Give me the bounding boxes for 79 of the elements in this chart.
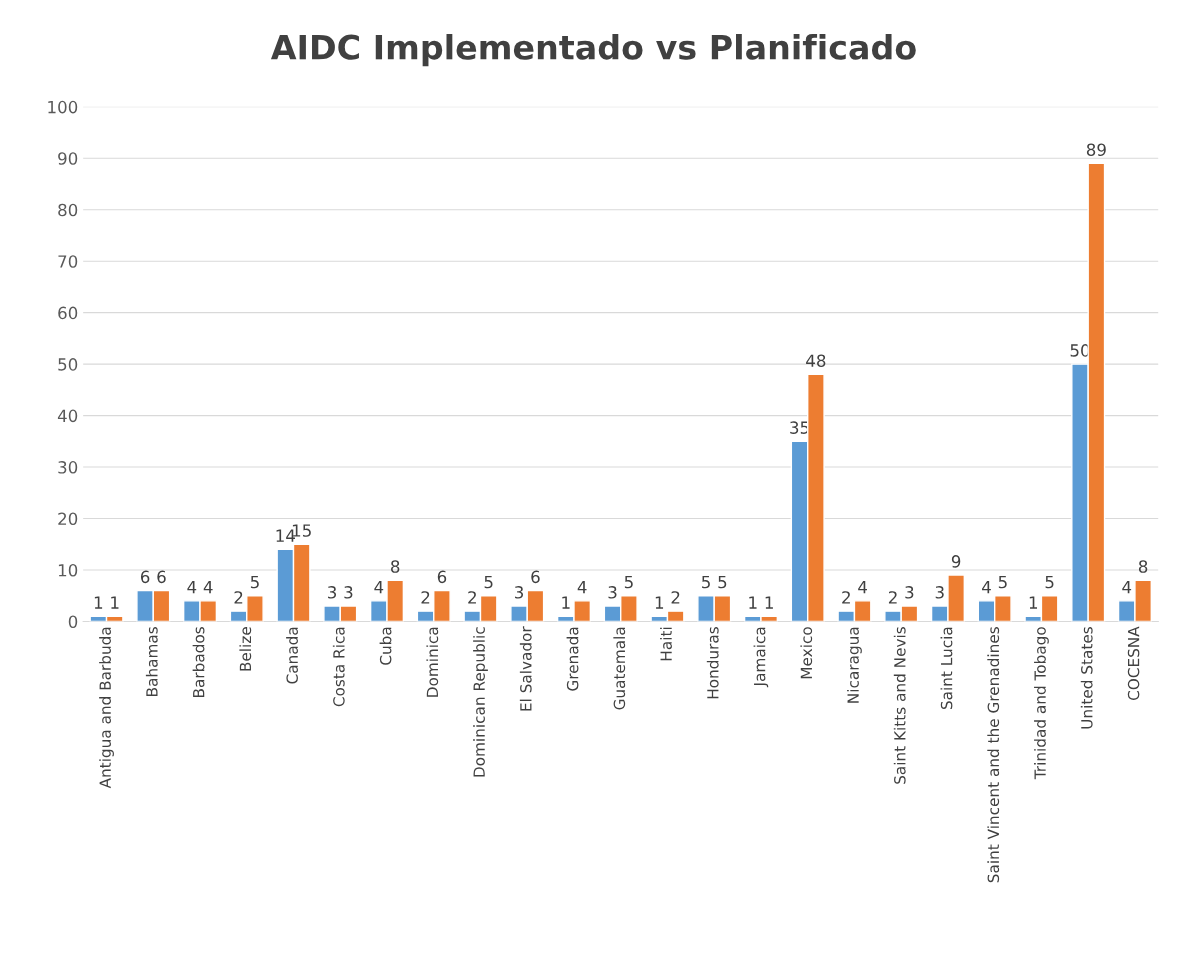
data-label: 2 [421, 591, 430, 604]
x-tick-label: United States [1080, 627, 1093, 729]
x-tick-label: Antigua and Barbuda [99, 627, 114, 789]
data-label: 5 [702, 575, 710, 589]
x-tick-label: Barbados [192, 627, 205, 697]
y-tick-label: 20 [58, 512, 78, 526]
data-label: 14 [276, 529, 295, 542]
chart-title: AIDC Implementado vs Planificado [270, 33, 916, 67]
x-tick-label: Jamaica [753, 627, 769, 688]
y-tick-label: 40 [57, 409, 78, 423]
data-label: 1 [1029, 596, 1038, 609]
x-tick-label: Haiti [660, 627, 672, 661]
data-label: 3 [515, 586, 524, 599]
data-label: 1 [655, 596, 664, 609]
data-label: 5 [718, 575, 727, 589]
x-tick-label: Guatemala [613, 627, 626, 710]
x-tick-label: Dominican Republic [473, 627, 488, 777]
data-label: 6 [531, 570, 540, 584]
x-tick-label: Bahamas [145, 627, 158, 696]
data-label: 4 [1122, 581, 1132, 594]
data-label: 5 [624, 575, 633, 589]
x-tick-label: Trinidad and Tobago [1034, 627, 1049, 780]
x-tick-label: Dominica [426, 627, 439, 697]
data-label: 4 [203, 581, 213, 594]
x-tick-label: Saint Lucia [940, 627, 953, 710]
y-tick-label: 80 [58, 203, 78, 217]
x-tick-label: Cuba [379, 627, 392, 665]
y-tick-label: 10 [58, 563, 78, 577]
data-label: 5 [484, 575, 493, 589]
data-label: 3 [608, 586, 617, 599]
data-label: 5 [250, 575, 259, 589]
data-label: 6 [140, 570, 150, 584]
data-label: 8 [1138, 560, 1148, 573]
data-label: 4 [577, 581, 587, 594]
data-label: 4 [858, 581, 867, 594]
x-tick-label: El Salvador [519, 626, 532, 711]
x-tick-label: Honduras [706, 627, 719, 699]
y-tick-label: 100 [48, 100, 78, 114]
y-tick-label: 60 [58, 306, 78, 320]
data-label: 8 [391, 560, 400, 573]
data-label: 1 [765, 596, 773, 609]
data-label: 2 [671, 591, 680, 604]
x-tick-label: Saint Vincent and the Grenadines [987, 627, 1000, 883]
x-tick-label: Belize [239, 627, 252, 671]
data-label: 1 [94, 596, 103, 609]
data-label: 1 [749, 596, 757, 609]
y-tick-label: 90 [58, 152, 78, 165]
x-tick-label: Mexico [800, 627, 813, 679]
data-label: 6 [157, 570, 166, 584]
data-label: 1 [562, 596, 570, 609]
data-label: 5 [998, 575, 1007, 589]
data-label: 3 [344, 586, 353, 599]
x-tick-label: Nicaragua [847, 627, 862, 703]
x-tick-label: Saint Kitts and Nevis [893, 627, 906, 784]
y-tick-label: 0 [68, 615, 78, 629]
y-tick-label: 30 [58, 461, 78, 474]
data-label: 89 [1086, 143, 1106, 157]
data-label: 15 [292, 524, 311, 537]
data-label: 2 [888, 591, 897, 604]
x-tick-label: COCESNA [1127, 626, 1140, 701]
data-label: 4 [187, 581, 197, 594]
x-tick-label: Costa Rica [332, 627, 345, 707]
data-label: 3 [935, 586, 944, 599]
data-label: 48 [806, 354, 826, 368]
y-tick-label: 70 [58, 255, 78, 268]
y-tick-label: 50 [58, 358, 78, 371]
data-label: 6 [437, 570, 447, 584]
data-label: 9 [951, 555, 961, 568]
data-label: 4 [374, 581, 384, 594]
x-tick-label: Canada [286, 627, 298, 684]
data-label: 4 [982, 581, 991, 594]
x-tick-label: Grenada [566, 627, 579, 691]
data-label: 2 [234, 591, 243, 604]
data-label: 1 [111, 596, 119, 609]
data-label: 3 [328, 586, 337, 599]
data-label: 2 [842, 591, 850, 604]
data-label: 5 [1045, 575, 1054, 589]
data-label: 3 [905, 586, 914, 599]
data-label: 2 [468, 591, 476, 604]
